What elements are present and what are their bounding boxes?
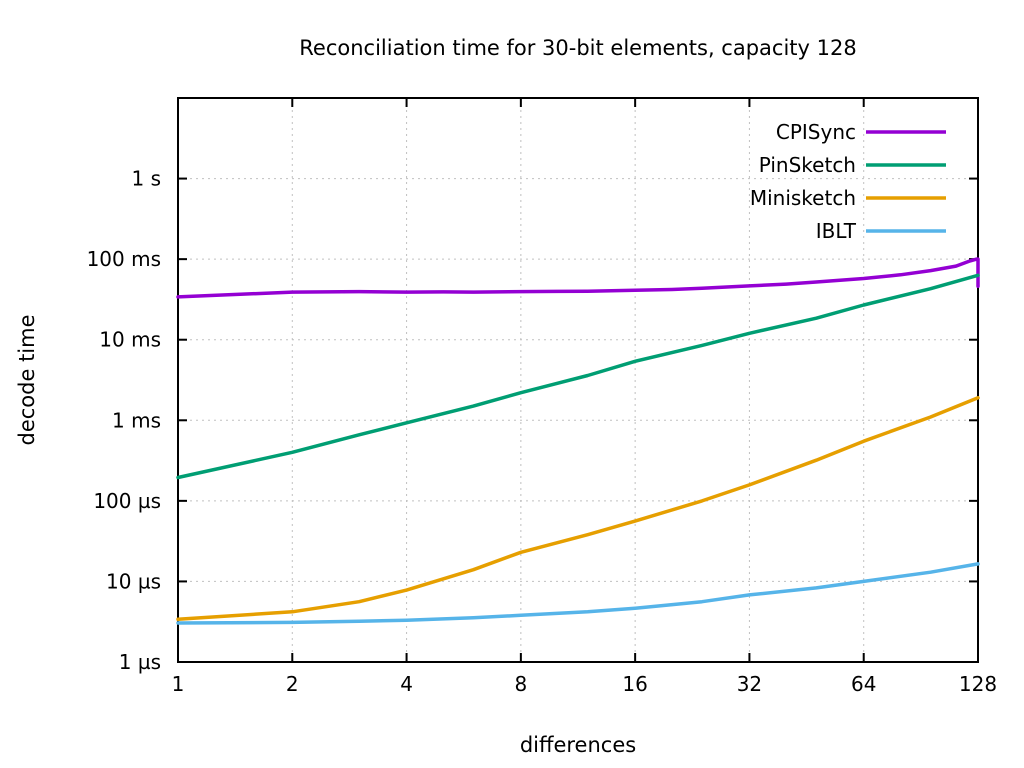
x-tick-label-128: 128 <box>959 672 997 696</box>
y-tick-label-100-ms: 100 ms <box>87 247 161 271</box>
x-tick-label-2: 2 <box>286 672 299 696</box>
series-layer <box>176 257 980 625</box>
y-tick-label-1-ms: 1 ms <box>112 408 161 432</box>
tick-label-layer: 1 2 4 8 16 32 64 128 1 µs 10 µs 100 µs 1 ms 10 ms 100… <box>87 167 998 696</box>
y-tick-label-10-ms: 10 ms <box>99 328 161 352</box>
legend: CPISync PinSketch Minisketch IBLT <box>750 120 946 243</box>
x-tick-label-32: 32 <box>737 672 762 696</box>
frame-layer <box>177 97 979 663</box>
chart-title: Reconciliation time for 30-bit elements,… <box>299 36 856 60</box>
legend-label-cpisync: CPISync <box>776 120 856 144</box>
y-tick-label-1-s: 1 µs <box>119 650 161 674</box>
series-line-iblt <box>176 562 980 625</box>
y-tick-label-100-s: 100 µs <box>93 489 161 513</box>
x-axis-title: differences <box>520 733 636 757</box>
y-tick-label-1-s: 1 s <box>131 167 161 191</box>
x-tick-label-4: 4 <box>400 672 413 696</box>
grid-layer <box>178 98 978 662</box>
legend-label-minisketch: Minisketch <box>750 186 856 210</box>
x-tick-label-64: 64 <box>851 672 876 696</box>
legend-label-pinsketch: PinSketch <box>759 153 856 177</box>
y-tick-label-10-s: 10 µs <box>106 569 161 593</box>
series-line-pinsketch <box>176 273 980 480</box>
legend-label-iblt: IBLT <box>816 219 857 243</box>
x-tick-label-1: 1 <box>172 672 185 696</box>
x-tick-label-8: 8 <box>514 672 527 696</box>
plot-frame <box>177 97 979 663</box>
y-axis-title: decode time <box>15 314 39 445</box>
series-line-cpisync <box>176 257 980 299</box>
x-tick-label-16: 16 <box>622 672 647 696</box>
series-line-minisketch <box>176 396 980 621</box>
